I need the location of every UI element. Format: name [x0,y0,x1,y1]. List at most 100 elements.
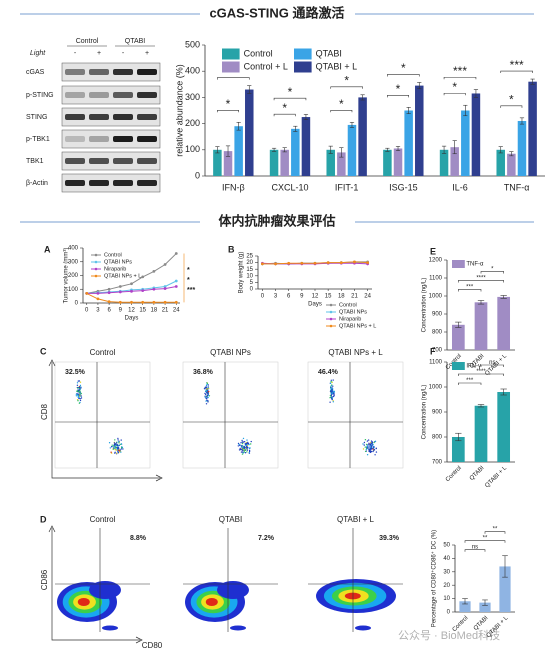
y-axis-label: Concentration (ng/L) [422,278,428,333]
blot-band [137,114,157,120]
event-dot [368,448,370,450]
blot-band [65,158,85,164]
significance-bracket [443,92,466,96]
gate-percentage: 32.5% [65,369,86,376]
bar [415,85,424,176]
error-bar [215,146,220,154]
significance-bracket [458,382,482,385]
event-dot [117,450,119,452]
y-tick-label: 900 [432,410,443,416]
legend-label: IFN-γ [466,364,481,370]
blot-light-label: Light [30,50,46,57]
event-dot [116,452,118,454]
event-dot [117,452,120,454]
event-dot [371,442,373,444]
y-tick-label: 100 [68,287,79,293]
event-dot [78,402,81,404]
plot-title: QTABI NPs + L [328,348,383,357]
event-dot [246,448,248,450]
event-dot [362,443,364,445]
gate-percentage: 39.3% [379,535,400,542]
data-point [85,291,89,295]
x-tick-label: 18 [338,294,345,300]
significance-bracket [217,109,239,113]
event-dot [239,447,241,450]
event-dot [79,388,81,390]
data-point [107,291,111,295]
axis-arrow [48,359,163,482]
y-tick-label: 300 [68,259,79,265]
blot-band [89,136,109,142]
data-point [152,287,156,291]
event-dot [242,449,244,452]
event-dot [375,451,378,453]
error-bar [360,94,365,101]
event-dot [206,382,209,385]
blot-strip [61,85,161,105]
significance-label: ** [483,536,488,542]
significance-bracket [458,280,504,283]
error-bar [271,147,277,152]
data-point [366,261,370,264]
data-point [118,300,122,304]
event-dot [369,443,372,446]
y-axis-label: Tumor volume (mm³) [64,248,70,304]
event-dot [243,450,246,452]
event-dot [80,397,83,399]
density-contour [102,625,118,631]
significance-label: * [288,85,293,99]
event-dot [80,395,82,397]
y-tick-label: 300 [185,92,200,102]
event-dot [368,442,370,444]
event-dot [248,443,250,446]
error-bar [463,104,468,117]
legend-label: TNF-α [466,262,484,268]
significance-label: * [226,97,231,111]
blot-band [89,69,109,75]
legend-label: QTABI + L [316,61,358,71]
y-tick-label: 400 [185,66,200,76]
data-point [152,269,156,273]
event-dot [243,441,246,443]
event-dot [207,387,209,389]
plot-frame [182,361,279,469]
event-dot [110,451,112,453]
event-dot [374,440,377,442]
density-contour [205,598,218,606]
event-dot [118,444,120,447]
significance-label: *** [466,284,474,290]
blot-band [113,180,133,186]
event-dot [364,450,367,453]
panel-label: B [228,244,235,254]
event-dot [331,381,333,384]
event-dot [244,443,247,445]
y-axis-label: relative abundance (%) [174,64,184,157]
error-bar [519,117,525,125]
event-dot [115,446,117,449]
event-dot [248,449,251,452]
x-tick-label: IL-6 [452,182,468,192]
significance-bracket [330,109,353,113]
x-tick-label: 12 [312,294,319,300]
error-bar [477,404,485,408]
y-axis-label: Body weight (g) [239,252,245,294]
y-tick-label: 500 [185,39,200,49]
bar [326,149,335,176]
x-tick-label: IFN-β [222,182,245,192]
event-dot [369,446,371,449]
significance-label: * [401,61,406,75]
significance-bracket [387,95,409,98]
event-dot [333,395,335,397]
event-dot [245,444,248,446]
error-bar [500,388,507,396]
event-dot [206,394,208,397]
event-dot [79,399,82,402]
y-tick-label: 800 [432,435,443,441]
blot-row-label: cGAS [26,69,45,76]
blot-band [137,69,157,75]
y-tick-label: 1000 [429,294,443,300]
legend-label: Control + L [244,61,288,71]
event-dot [205,397,207,399]
significance-bracket [500,105,523,108]
event-dot [122,448,124,450]
